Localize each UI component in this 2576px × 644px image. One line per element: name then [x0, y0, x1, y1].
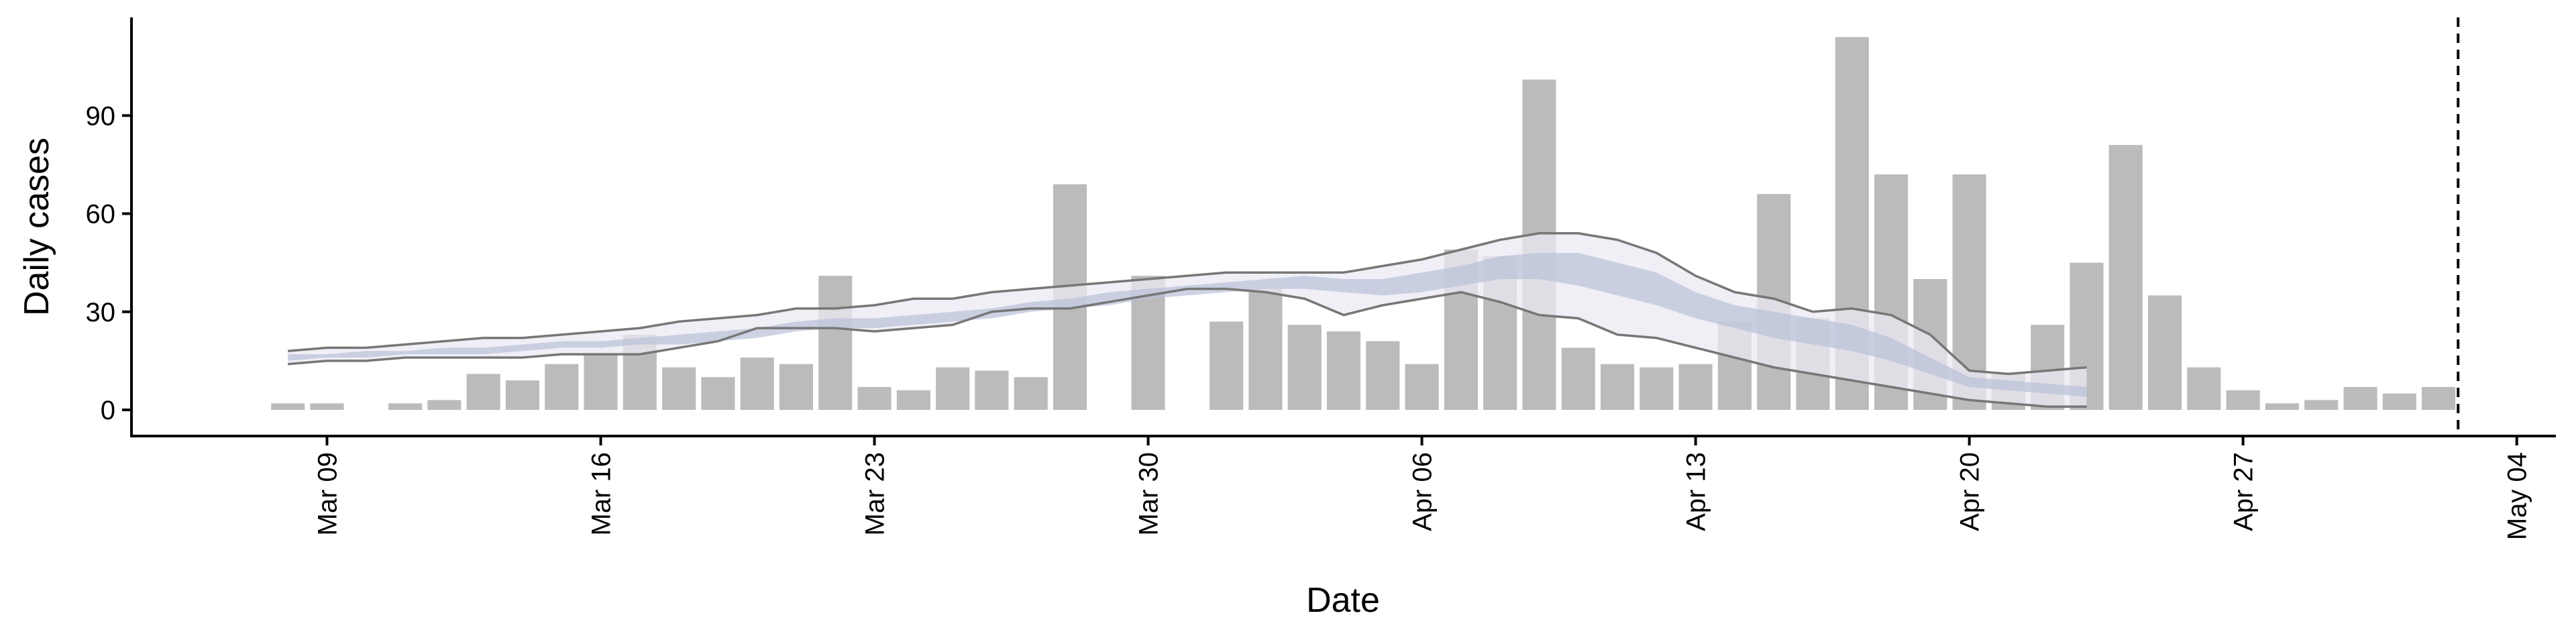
case-bar: [2226, 390, 2260, 410]
x-tick-label: Apr 06: [1408, 452, 1438, 531]
case-bar: [1405, 364, 1439, 410]
case-bar: [466, 374, 500, 410]
case-bar: [388, 403, 423, 410]
case-bar: [975, 370, 1009, 410]
case-bar: [740, 358, 774, 410]
x-axis-ticks: Mar 09 Mar 16 Mar 23 Mar 30 Apr 06 Apr 13 Apr …: [313, 436, 2532, 540]
y-tick-label: 60: [86, 200, 116, 229]
case-bar: [505, 380, 539, 410]
x-tick-label: Mar 09: [313, 452, 342, 536]
case-bar: [1326, 331, 1361, 410]
case-bar: [1014, 377, 1048, 410]
x-tick-label: Apr 20: [1955, 452, 1985, 531]
case-bar: [779, 364, 814, 410]
inner-interval-band: [288, 253, 2087, 397]
case-bar: [2187, 367, 2221, 410]
x-tick-label: Mar 23: [861, 452, 890, 536]
case-bar: [1366, 341, 1400, 410]
case-bar: [310, 403, 344, 410]
y-axis-title: Daily cases: [17, 138, 56, 316]
case-bar: [2422, 386, 2456, 410]
case-bar: [818, 276, 853, 410]
x-tick-label: Apr 13: [1682, 452, 1711, 531]
case-bar: [1561, 347, 1595, 410]
case-bar: [1678, 364, 1713, 410]
case-bar: [1640, 367, 1674, 410]
y-tick-label: 90: [86, 101, 116, 131]
case-bar: [1287, 325, 1322, 410]
case-bar: [427, 400, 462, 410]
case-bar: [936, 367, 970, 410]
case-bar: [545, 364, 579, 410]
x-axis-title: Date: [1306, 581, 1380, 620]
y-axis-ticks: 0 30 60 90: [86, 101, 131, 425]
x-tick-label: May 04: [2503, 452, 2532, 540]
case-bar: [661, 367, 696, 410]
case-bar: [1600, 364, 1635, 410]
case-bar: [2148, 295, 2182, 410]
y-tick-label: 0: [101, 396, 115, 425]
upper-bound-line: [288, 232, 2087, 376]
case-bar: [896, 390, 930, 410]
x-tick-label: Apr 27: [2229, 452, 2259, 531]
case-bar: [2382, 393, 2416, 410]
case-bar: [701, 377, 735, 410]
case-bar: [2343, 386, 2377, 410]
case-bar: [857, 386, 892, 410]
case-bar: [2304, 400, 2339, 410]
estimate-bands: [288, 232, 2087, 408]
case-bar: [271, 403, 305, 410]
y-tick-label: 30: [86, 298, 116, 327]
case-bar: [2108, 145, 2143, 410]
case-bar: [1248, 288, 1283, 410]
x-tick-label: Mar 16: [586, 452, 616, 536]
x-tick-label: Mar 30: [1134, 452, 1164, 536]
case-bar: [2265, 403, 2300, 410]
lower-bound-line: [288, 287, 2087, 408]
case-bar: [1210, 321, 1244, 410]
case-bar: [584, 354, 618, 410]
